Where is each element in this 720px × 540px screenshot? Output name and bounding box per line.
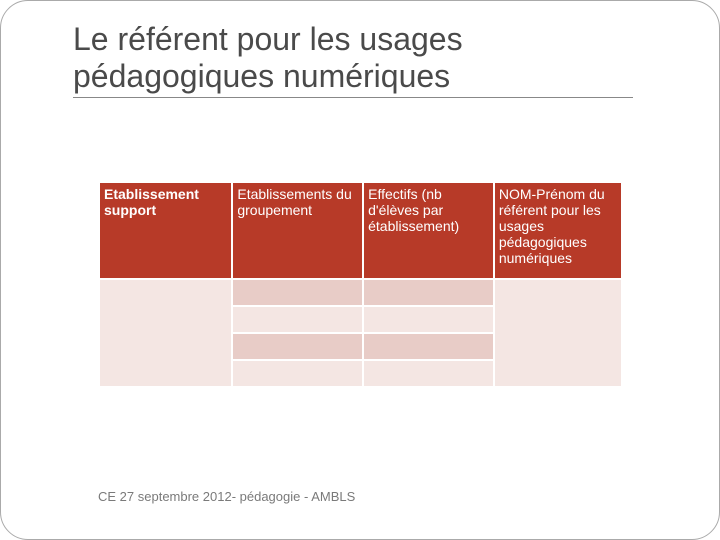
- cell: [363, 306, 494, 333]
- table-container: Etablissement support Etablissements du …: [98, 181, 623, 388]
- table-header-row: Etablissement support Etablissements du …: [99, 182, 622, 279]
- cell: [363, 279, 494, 306]
- slide-title: Le référent pour les usages pédagogiques…: [73, 21, 633, 98]
- cell: [363, 360, 494, 387]
- cell-etablissement-support: [99, 279, 232, 387]
- cell: [232, 360, 363, 387]
- cell: [363, 333, 494, 360]
- title-line-1: Le référent pour les usages: [73, 21, 463, 57]
- slide-frame: Le référent pour les usages pédagogiques…: [0, 0, 720, 540]
- cell: [232, 306, 363, 333]
- referent-table: Etablissement support Etablissements du …: [98, 181, 623, 388]
- cell: [232, 279, 363, 306]
- col-header-effectifs: Effectifs (nb d'élèves par établissement…: [363, 182, 494, 279]
- col-header-etablissements-groupement: Etablissements du groupement: [232, 182, 363, 279]
- cell-referent: [494, 279, 622, 387]
- col-header-nom-referent: NOM-Prénom du référent pour les usages p…: [494, 182, 622, 279]
- cell: [232, 333, 363, 360]
- table-row: [99, 279, 622, 306]
- slide-footer: CE 27 septembre 2012- pédagogie - AMBLS: [98, 489, 355, 504]
- col-header-etablissement-support: Etablissement support: [99, 182, 232, 279]
- title-line-2: pédagogiques numériques: [73, 58, 450, 94]
